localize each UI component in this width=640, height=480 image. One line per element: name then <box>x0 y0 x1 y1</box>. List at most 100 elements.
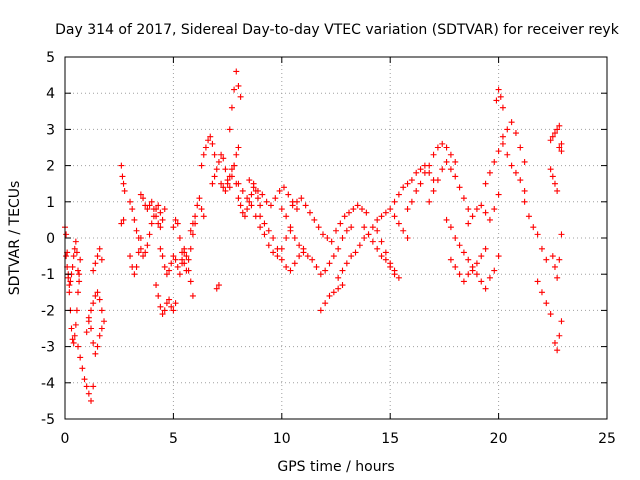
data-point <box>90 267 97 274</box>
data-point <box>387 263 394 270</box>
data-point <box>400 227 407 234</box>
data-point <box>319 231 326 238</box>
data-point <box>88 325 95 332</box>
y-axis-label: SDTVAR / TECUs <box>7 181 23 296</box>
data-point <box>88 397 95 404</box>
data-point <box>478 253 485 260</box>
data-point <box>439 140 446 147</box>
data-point <box>261 231 268 238</box>
data-point <box>185 256 192 263</box>
data-point <box>155 220 162 227</box>
data-point <box>81 376 88 383</box>
data-point <box>90 383 97 390</box>
data-point <box>257 213 264 220</box>
data-point <box>250 180 257 187</box>
data-point <box>254 187 261 194</box>
data-point <box>551 263 558 270</box>
data-point <box>170 307 177 314</box>
data-point <box>296 253 303 260</box>
data-point <box>443 216 450 223</box>
data-point <box>157 245 164 252</box>
data-point <box>146 231 153 238</box>
data-point <box>92 260 99 267</box>
data-point <box>408 198 415 205</box>
data-point <box>417 166 424 173</box>
data-point <box>66 282 73 289</box>
data-point <box>443 144 450 151</box>
data-point <box>159 216 166 223</box>
data-point <box>521 158 528 165</box>
data-point <box>244 195 251 202</box>
data-point <box>211 173 218 180</box>
data-point <box>137 235 144 241</box>
data-point <box>237 93 244 100</box>
data-point <box>150 206 157 213</box>
data-point <box>263 198 270 205</box>
data-point <box>421 169 428 176</box>
data-point <box>163 271 170 278</box>
data-point <box>155 202 162 209</box>
data-point <box>452 263 459 270</box>
data-point <box>554 126 561 133</box>
data-point <box>495 253 502 260</box>
data-point <box>499 140 506 147</box>
data-point <box>554 274 561 281</box>
data-point <box>554 187 561 194</box>
data-point <box>491 206 498 213</box>
data-point <box>127 198 134 205</box>
data-point <box>465 256 472 263</box>
data-point <box>504 151 511 158</box>
data-point <box>465 271 472 278</box>
x-tick-label: 0 <box>61 431 70 447</box>
data-point <box>534 278 541 285</box>
data-point <box>317 307 324 314</box>
data-point <box>222 166 229 173</box>
data-point <box>155 292 162 299</box>
x-tick-label: 20 <box>490 431 508 447</box>
data-point <box>92 292 99 299</box>
data-point <box>246 177 253 184</box>
data-point <box>493 97 500 104</box>
data-point <box>395 191 402 198</box>
data-point <box>96 296 103 303</box>
data-point <box>274 245 281 252</box>
data-point <box>549 173 556 180</box>
data-point <box>328 238 335 245</box>
data-point <box>543 256 550 263</box>
data-point <box>98 307 105 314</box>
data-point <box>452 173 459 180</box>
data-point <box>460 249 467 256</box>
data-point <box>72 321 79 328</box>
data-point <box>447 151 454 158</box>
data-point <box>330 253 337 260</box>
data-point <box>551 339 558 346</box>
data-point <box>530 224 537 231</box>
data-point <box>447 224 454 231</box>
data-point <box>168 303 175 310</box>
data-point <box>478 202 485 209</box>
data-point <box>235 195 242 202</box>
data-point <box>218 151 225 158</box>
data-point <box>140 253 147 260</box>
data-point <box>486 274 493 281</box>
data-point <box>174 220 181 227</box>
data-point <box>76 278 83 285</box>
data-point <box>205 137 212 144</box>
data-point <box>374 245 381 252</box>
data-point <box>120 216 127 223</box>
data-point <box>473 206 480 213</box>
data-point <box>77 354 84 361</box>
data-point <box>551 180 558 187</box>
data-point <box>73 249 80 256</box>
data-point <box>439 166 446 173</box>
data-point <box>161 263 168 270</box>
data-point <box>298 195 305 202</box>
data-point <box>404 206 411 213</box>
data-point <box>456 184 463 191</box>
data-point <box>170 224 177 231</box>
data-point <box>213 166 220 173</box>
data-point <box>558 318 565 325</box>
data-point <box>248 191 255 198</box>
data-point <box>313 263 320 270</box>
data-point <box>447 256 454 263</box>
